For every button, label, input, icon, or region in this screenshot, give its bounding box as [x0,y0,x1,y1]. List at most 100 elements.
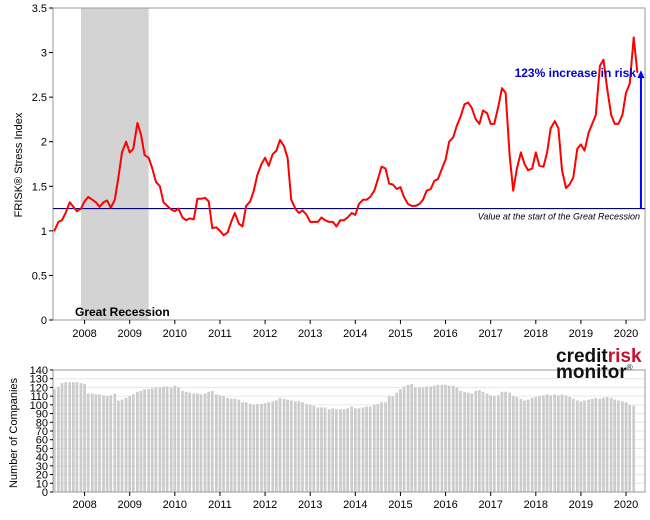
x-tick-label: 2011 [208,328,232,340]
company-count-bar [342,409,346,492]
company-count-bar [320,407,323,492]
stress-index-point [422,198,424,201]
company-count-bar [173,385,177,492]
company-count-bar [463,391,466,492]
company-count-bar [579,401,583,492]
company-count-bar [177,387,180,492]
stress-index-point [83,200,86,203]
company-count-bar [165,386,169,492]
stress-index-point [459,115,462,118]
stress-index-point [456,124,458,127]
stress-index-point [369,196,372,198]
stress-index-point [504,91,507,94]
company-count-bar [395,392,399,492]
company-count-bar [286,399,289,492]
stress-index-point [260,163,263,165]
stress-index-point [204,197,206,199]
stress-index-point [106,199,108,202]
company-count-bar [357,408,361,492]
stress-index-point [132,148,135,150]
stress-index-point [628,82,631,85]
company-count-bar [511,396,515,492]
stress-index-point [222,234,225,237]
company-count-bar [188,392,192,492]
company-count-bar [553,394,557,492]
y-tick-label: 120 [30,382,48,394]
stress-index-point [396,188,398,190]
company-count-bar [57,387,60,492]
stress-index-point [350,212,353,214]
stress-index-point [147,156,150,159]
stress-index-point [68,201,71,204]
company-count-bar [312,405,316,492]
stress-index-point [636,71,639,73]
stress-index-point [339,219,342,221]
stress-index-point [549,127,552,130]
stress-index-point [64,212,67,214]
x-tick-label: 2008 [72,328,96,340]
stress-index-point [542,165,545,168]
y-tick-label: 3.5 [32,3,47,15]
stress-index-point [200,197,202,200]
stress-index-point [625,91,627,94]
company-count-bar [120,399,124,492]
company-count-bar [478,390,481,492]
company-count-bar [282,398,286,492]
stress-index-point [452,136,455,139]
stress-index-point [508,154,511,156]
company-count-bar [605,397,609,492]
stress-index-point [463,103,466,106]
logo-registered-mark: ® [627,363,633,372]
stress-index-point [155,181,157,183]
stress-index-point [174,210,176,213]
stress-index-point [606,87,608,90]
stress-index-point [602,58,605,61]
logo-part-monitor: monitor [556,362,627,383]
company-count-bar [192,393,196,492]
company-count-bar [346,408,349,492]
stress-index-point [72,205,75,208]
company-count-bar [64,382,67,492]
stress-index-point [76,210,78,213]
stress-index-point [546,151,548,154]
company-count-bar [263,403,267,492]
company-count-bar [199,394,203,492]
company-count-bar [628,404,632,492]
stress-index-point [418,203,421,205]
y-tick-label: 50 [36,443,48,455]
stress-index-point [441,167,443,170]
company-count-bar [60,383,64,492]
stress-index-point [595,114,597,116]
company-count-bar [365,406,368,492]
stress-index-point [520,151,522,154]
stress-index-point [53,230,56,232]
stress-index-point [489,123,492,125]
stress-index-point [565,187,567,189]
stress-index-point [181,216,184,219]
y-tick-label: 0 [42,487,48,499]
stress-index-point [433,180,436,182]
stress-index-point [610,114,612,116]
company-count-bar [361,407,365,492]
x-tick-label: 2012 [253,328,277,340]
stress-index-point [523,163,526,165]
company-count-bar [275,400,278,492]
stress-index-point [587,132,590,134]
stress-index-point [125,140,127,143]
stress-index-point [613,123,616,125]
x-tick-label: 2017 [478,499,502,511]
company-count-bar [53,389,56,492]
stress-index-point [102,201,105,204]
company-count-bar [305,403,308,492]
stress-index-point [365,198,368,201]
company-count-bar [278,397,282,492]
stress-index-point [617,123,620,125]
company-count-bar [451,385,455,492]
stress-index-point [448,140,450,143]
company-count-bar [538,396,541,492]
logo-part-risk: risk [608,346,642,367]
stress-index-point [444,158,447,161]
company-count-bar [169,387,173,492]
stress-index-point [324,219,326,221]
